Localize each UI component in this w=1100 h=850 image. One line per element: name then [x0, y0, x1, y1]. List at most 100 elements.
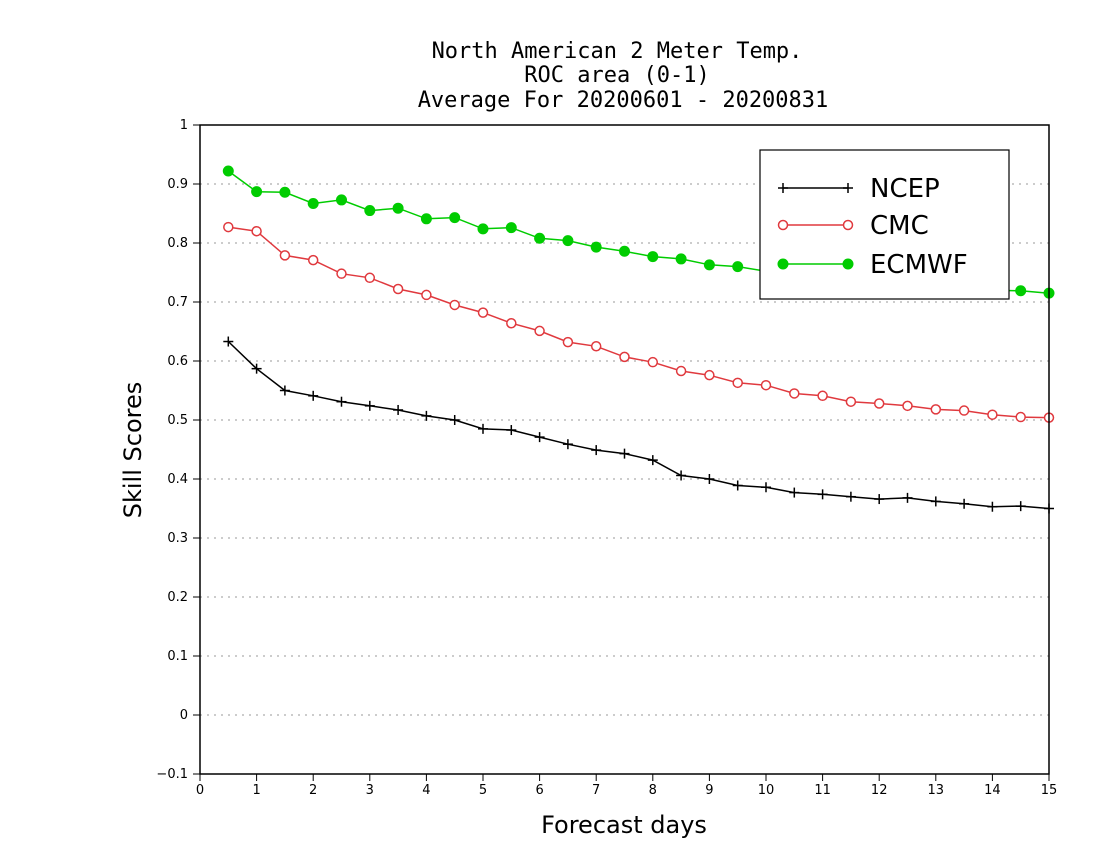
data-point-ncep: [534, 432, 545, 443]
data-point-cmc: [987, 409, 998, 420]
data-point-ecmwf: [619, 245, 630, 257]
data-point-cmc: [279, 250, 291, 261]
x-tick-label: 0: [196, 783, 204, 798]
x-tick-label: 12: [871, 783, 888, 798]
data-point-cmc: [675, 365, 687, 377]
data-point-ecmwf: [647, 251, 659, 263]
data-point-ecmwf: [562, 235, 574, 247]
data-point-ecmwf: [307, 197, 319, 209]
data-point-ncep: [817, 489, 828, 500]
data-point-ecmwf: [1015, 285, 1027, 297]
data-point-cmc: [1015, 411, 1026, 423]
data-point-ncep: [336, 396, 347, 407]
data-point-ecmwf: [732, 261, 744, 273]
data-point-ncep: [902, 492, 913, 503]
y-tick-label: 0.5: [167, 413, 188, 428]
data-point-cmc: [534, 325, 545, 337]
data-point-ncep: [251, 363, 262, 374]
data-point-cmc: [902, 400, 913, 412]
data-point-ncep: [874, 494, 885, 505]
data-point-cmc: [873, 398, 885, 409]
data-point-cmc: [958, 405, 970, 416]
x-tick-label: 15: [1041, 783, 1058, 798]
title-line-3: Average For 20200601 - 20200831: [418, 88, 829, 113]
axes: −0.100.10.20.30.40.50.60.70.80.910 1 2 3 4 5 6…: [156, 118, 1057, 798]
x-tick-label: 2: [309, 783, 317, 798]
y-tick-label: 0.7: [167, 295, 188, 310]
data-point-cmc: [421, 289, 432, 301]
data-point-ncep: [619, 448, 630, 459]
legend-label-cmc: CMC: [870, 211, 929, 241]
data-point-cmc: [336, 268, 347, 279]
chart-title: North American 2 Meter Temp. ROC area (0…: [418, 39, 829, 113]
legend-label-ncep: NCEP: [870, 174, 940, 204]
y-tick-label: 0.6: [167, 354, 188, 369]
data-point-ecmwf: [703, 259, 715, 271]
data-point-ncep: [647, 455, 658, 466]
data-point-ncep: [987, 501, 998, 512]
data-point-ncep: [449, 415, 460, 425]
data-point-cmc: [223, 221, 234, 233]
data-point-ncep: [959, 498, 970, 509]
data-point-ecmwf: [336, 194, 347, 206]
x-axis-label: Forecast days: [541, 811, 707, 839]
x-tick-label: 3: [366, 783, 374, 798]
data-point-ncep: [732, 480, 743, 491]
data-point-cmc: [364, 272, 376, 284]
data-point-cmc: [789, 388, 800, 399]
x-tick-label: 11: [814, 783, 831, 798]
data-point-ecmwf: [279, 186, 291, 198]
legend-marker-ecmwf: [777, 258, 789, 270]
data-point-cmc: [562, 336, 574, 348]
legend-marker-ncep: [778, 183, 788, 193]
data-point-ncep: [704, 474, 715, 484]
x-tick-label: 1: [252, 783, 260, 798]
series-cmc: [223, 221, 1055, 423]
y-tick-label: 0.2: [167, 590, 188, 605]
data-point-ncep: [421, 410, 432, 421]
data-point-cmc: [307, 254, 319, 266]
data-point-ncep: [845, 491, 856, 502]
series-ncep: [223, 336, 1054, 514]
data-point-ecmwf: [534, 232, 546, 244]
legend-marker-ecmwf: [842, 258, 854, 270]
data-point-cmc: [930, 404, 942, 415]
data-point-ncep: [676, 470, 687, 481]
data-point-ncep: [761, 482, 771, 493]
data-point-ncep: [279, 385, 290, 396]
legend-marker-cmc: [842, 219, 854, 231]
x-tick-label: 13: [928, 783, 945, 798]
data-point-ecmwf: [505, 222, 517, 234]
data-point-ncep: [562, 439, 573, 450]
data-point-ncep: [506, 425, 517, 436]
data-point-cmc: [619, 351, 630, 363]
data-point-ncep: [591, 445, 602, 456]
data-point-ncep: [478, 423, 488, 434]
data-point-ncep: [364, 400, 375, 411]
data-point-ncep: [1015, 501, 1026, 512]
data-point-ecmwf: [675, 253, 687, 265]
data-point-ncep: [393, 404, 404, 415]
legend-item-ncep: NCEP: [778, 174, 940, 204]
data-point-cmc: [704, 369, 715, 381]
data-point-ncep: [223, 336, 234, 347]
y-tick-label: 0.8: [167, 236, 188, 251]
x-tick-label: 9: [705, 783, 713, 798]
data-point-cmc: [732, 377, 743, 389]
data-point-ecmwf: [590, 241, 602, 253]
data-point-ncep: [789, 487, 800, 498]
x-tick-label: 4: [422, 783, 430, 798]
data-point-cmc: [506, 317, 517, 329]
data-point-ncep: [930, 496, 941, 507]
x-tick-label: 10: [758, 783, 775, 798]
data-point-ecmwf: [477, 223, 489, 235]
y-axis-label: Skill Scores: [119, 382, 147, 519]
data-point-ecmwf: [364, 205, 376, 217]
grid: [200, 183, 1049, 716]
y-tick-label: 1: [180, 118, 188, 133]
y-tick-label: −0.1: [156, 767, 188, 782]
x-tick-label: 14: [984, 783, 1001, 798]
x-tick-label: 7: [592, 783, 600, 798]
legend-marker-cmc: [777, 219, 789, 231]
